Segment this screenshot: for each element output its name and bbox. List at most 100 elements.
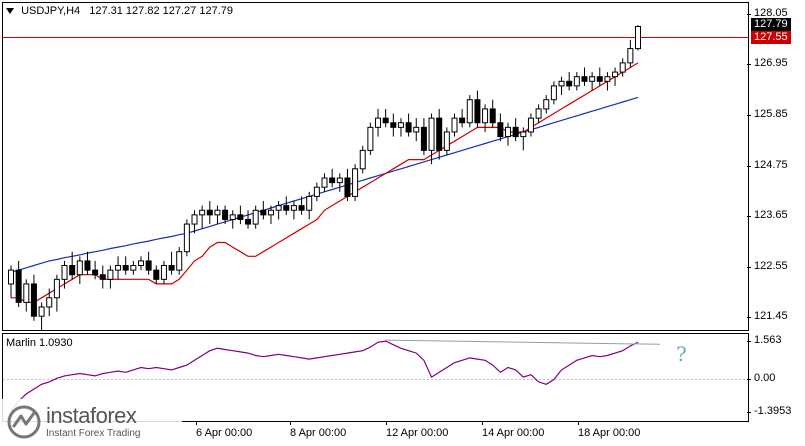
candle: [222, 205, 229, 225]
candle-body: [245, 218, 252, 225]
candle-body: [122, 265, 129, 271]
candle: [115, 256, 122, 280]
candle: [413, 118, 420, 142]
candle-body: [99, 274, 106, 280]
oscillator-axis-label: 1.563: [754, 334, 782, 346]
candle: [566, 72, 573, 91]
price-axis-label: 125.85: [754, 107, 788, 120]
candle: [527, 113, 534, 137]
candle: [397, 118, 404, 137]
oscillator-tick: [747, 378, 751, 380]
candle: [344, 168, 351, 202]
candle-body: [15, 269, 22, 303]
candle: [38, 302, 45, 330]
candle: [137, 256, 144, 271]
candle: [252, 205, 259, 229]
candle-body: [604, 76, 611, 82]
price-panel[interactable]: [2, 2, 749, 331]
candle: [313, 182, 320, 202]
candle: [336, 173, 343, 192]
candle: [505, 122, 512, 146]
candle: [436, 108, 443, 160]
price-axis-label: 124.75: [754, 158, 788, 171]
candle: [512, 118, 519, 142]
instaforex-logo-icon: [6, 404, 42, 440]
candle: [535, 104, 542, 123]
candle: [61, 260, 68, 289]
candle: [8, 265, 14, 298]
candle: [520, 127, 527, 151]
candle-body: [436, 117, 443, 151]
candle: [329, 168, 336, 188]
candle: [635, 25, 641, 51]
candle-body: [252, 209, 259, 225]
indicator-label: Marlin 1.0930: [6, 337, 73, 349]
price-tick: [747, 317, 751, 319]
candle-body: [596, 76, 603, 82]
candle-body: [581, 76, 588, 82]
candle: [596, 67, 603, 86]
candle: [245, 210, 252, 229]
price-tick: [747, 266, 751, 268]
candle: [206, 201, 213, 225]
candle-body: [367, 126, 374, 151]
candle-body: [206, 209, 213, 216]
chart-header: USDJPY,H4 127.31 127.82 127.27 127.79: [6, 5, 233, 17]
candle: [183, 219, 190, 257]
candle: [130, 260, 137, 275]
candle-body: [443, 131, 450, 151]
candle-body: [619, 62, 626, 73]
candle: [550, 81, 557, 105]
candle-body: [92, 269, 99, 276]
divergence-line: [385, 339, 661, 345]
candle-body: [550, 85, 557, 101]
symbol-label: USDJPY,H4: [21, 5, 81, 17]
candle-body: [283, 205, 290, 211]
candle: [283, 196, 290, 215]
candle: [612, 67, 619, 86]
price-axis-label: 126.95: [754, 57, 788, 70]
candle: [589, 72, 596, 91]
candle-body: [482, 108, 489, 124]
candle-body: [573, 76, 580, 87]
candle-body: [313, 186, 320, 197]
candle-body: [267, 209, 274, 216]
candle-body: [520, 131, 527, 138]
candle: [466, 95, 473, 128]
time-axis-label: 18 Apr 00:00: [578, 427, 641, 439]
candle: [367, 122, 374, 155]
candle-body: [306, 195, 313, 211]
oscillator-tick: [747, 341, 751, 342]
candle-body: [214, 209, 221, 216]
price-tick: [747, 64, 751, 66]
candle-body: [30, 283, 37, 317]
candle: [267, 205, 274, 225]
candle-body: [38, 306, 45, 317]
candle: [451, 113, 458, 137]
candle-body: [512, 126, 519, 138]
candle: [84, 251, 91, 275]
candle: [176, 247, 183, 275]
candle: [46, 288, 53, 317]
candle: [359, 145, 366, 174]
candle: [260, 201, 267, 220]
price-tick: [747, 216, 751, 218]
oscillator-axis-label: 0.00: [754, 371, 776, 384]
candle-body: [115, 265, 122, 271]
time-tick: [290, 421, 291, 425]
price-axis-label: 122.55: [754, 259, 788, 272]
dropdown-arrow-icon[interactable]: [6, 8, 14, 15]
candle-body: [8, 269, 14, 285]
candle-body: [459, 117, 466, 124]
time-tick: [482, 421, 483, 425]
candle: [290, 201, 297, 220]
candle-body: [627, 48, 634, 64]
candle: [107, 265, 114, 289]
price-axis-label: 123.65: [754, 209, 788, 222]
candle: [619, 58, 626, 77]
candle: [581, 67, 588, 86]
candle-body: [84, 260, 91, 271]
price-tick: [747, 165, 751, 167]
ohlc-label: 127.31 127.82 127.27 127.79: [89, 5, 233, 17]
